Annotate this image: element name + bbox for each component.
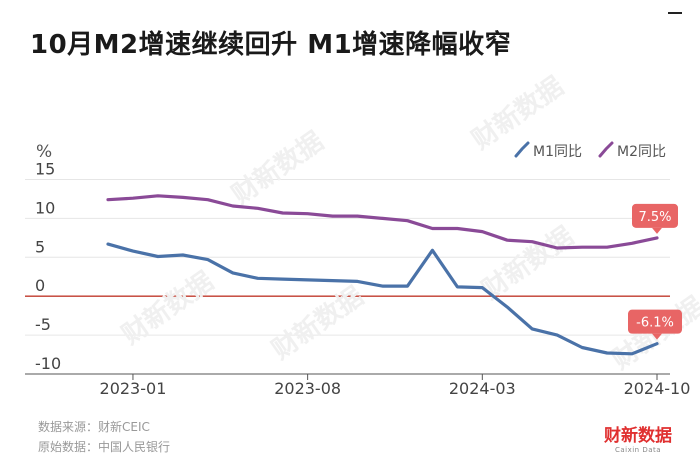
y-tick-label: 10: [35, 198, 55, 217]
x-axis: 2023-01 2023-08 2024-03 2024-10: [25, 373, 691, 398]
legend: M1同比 M2同比: [514, 141, 666, 160]
y-tick-label: -5: [35, 315, 51, 334]
legend-marker: [598, 141, 614, 158]
x-tick-label: 2024-10: [624, 379, 691, 398]
annotation-pointer: [652, 333, 662, 340]
series-line: [106, 194, 659, 250]
annotations: 7.5% -6.1%: [628, 203, 682, 340]
menu-icon[interactable]: [668, 12, 682, 14]
series-line: [106, 242, 659, 356]
legend-label: M1同比: [533, 144, 582, 160]
chart-title: 10月M2增速继续回升 M1增速降幅收窄: [30, 30, 512, 60]
annotation-pointer: [652, 227, 662, 234]
brand-name: 财新数据: [604, 426, 672, 446]
grid-lines: [25, 179, 670, 336]
legend-label: M2同比: [617, 144, 666, 160]
series-lines: [106, 194, 659, 356]
data-source: 数据来源：财新CEIC: [38, 420, 150, 434]
y-tick-label: 15: [35, 160, 55, 179]
original-data-source: 原始数据：中国人民银行: [38, 440, 171, 454]
legend-marker: [514, 141, 530, 158]
x-tick-label: 2023-08: [274, 379, 341, 398]
annotation-label: -6.1%: [636, 316, 674, 331]
annotation-box: [632, 203, 678, 228]
caixin-data-logo: 财新数据 Caixin Data: [604, 428, 672, 454]
y-tick-label: 0: [35, 276, 45, 295]
y-tick-label: 5: [35, 237, 45, 256]
annotation-label: 7.5%: [638, 210, 671, 225]
y-tick-label: -10: [35, 354, 61, 373]
x-tick-label: 2023-01: [100, 379, 167, 398]
watermark: 财新数据: [116, 266, 219, 351]
annotation-box: [628, 309, 682, 334]
top-bar: [0, 0, 700, 16]
watermark: 财新数据: [466, 71, 569, 156]
y-axis-unit: %: [36, 142, 52, 162]
watermarks: 财新数据财新数据财新数据财新数据财新数据财新数据: [116, 71, 700, 376]
watermark: 财新数据: [266, 281, 369, 366]
brand-sub: Caixin Data: [614, 446, 662, 454]
x-tick-label: 2024-03: [449, 379, 516, 398]
y-tick-labels: 15 10 5 0 -5 -10: [35, 160, 61, 374]
watermark: 财新数据: [226, 126, 329, 211]
